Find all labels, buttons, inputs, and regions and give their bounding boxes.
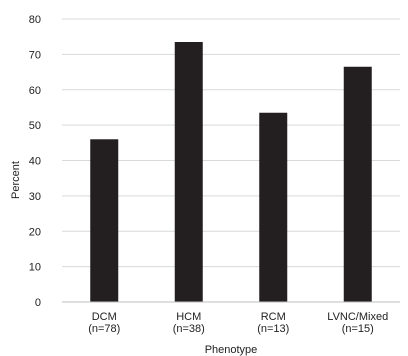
- y-tick-label: 70: [29, 49, 41, 61]
- y-axis-ticks: 0 10 20 30 40 50 60 70 80: [29, 14, 41, 309]
- y-tick-label: 60: [29, 85, 41, 97]
- bar-rcm: [259, 112, 288, 303]
- y-tick-label: 20: [29, 226, 41, 238]
- x-axis-ticks: DCM(n=78) HCM(n=38) RCM(n=13) LVNC/Mixed(n=…: [88, 311, 388, 335]
- bar-lvnc-mixed: [343, 66, 372, 302]
- x-tick-label: DCM: [92, 311, 117, 323]
- x-tick-sublabel: (n=15): [342, 323, 374, 335]
- y-tick-label: 50: [29, 120, 41, 132]
- x-tick-sublabel: (n=38): [173, 323, 205, 335]
- y-tick-label: 40: [29, 156, 41, 168]
- bar-hcm: [174, 41, 203, 303]
- y-axis-title: Percent: [10, 161, 22, 199]
- y-tick-label: 30: [29, 191, 41, 203]
- y-tick-label: 0: [35, 297, 41, 309]
- y-tick-label: 80: [29, 14, 41, 26]
- x-tick-label: RCM: [261, 311, 286, 323]
- x-axis-title: Phenotype: [205, 344, 258, 356]
- x-tick-label: LVNC/Mixed: [327, 311, 388, 323]
- gridlines: [62, 18, 400, 268]
- bar-dcm: [90, 139, 119, 302]
- x-tick-label: HCM: [176, 311, 201, 323]
- y-tick-label: 10: [29, 262, 41, 274]
- bars: [90, 41, 372, 303]
- x-tick-sublabel: (n=13): [257, 323, 289, 335]
- x-tick-sublabel: (n=78): [88, 323, 120, 335]
